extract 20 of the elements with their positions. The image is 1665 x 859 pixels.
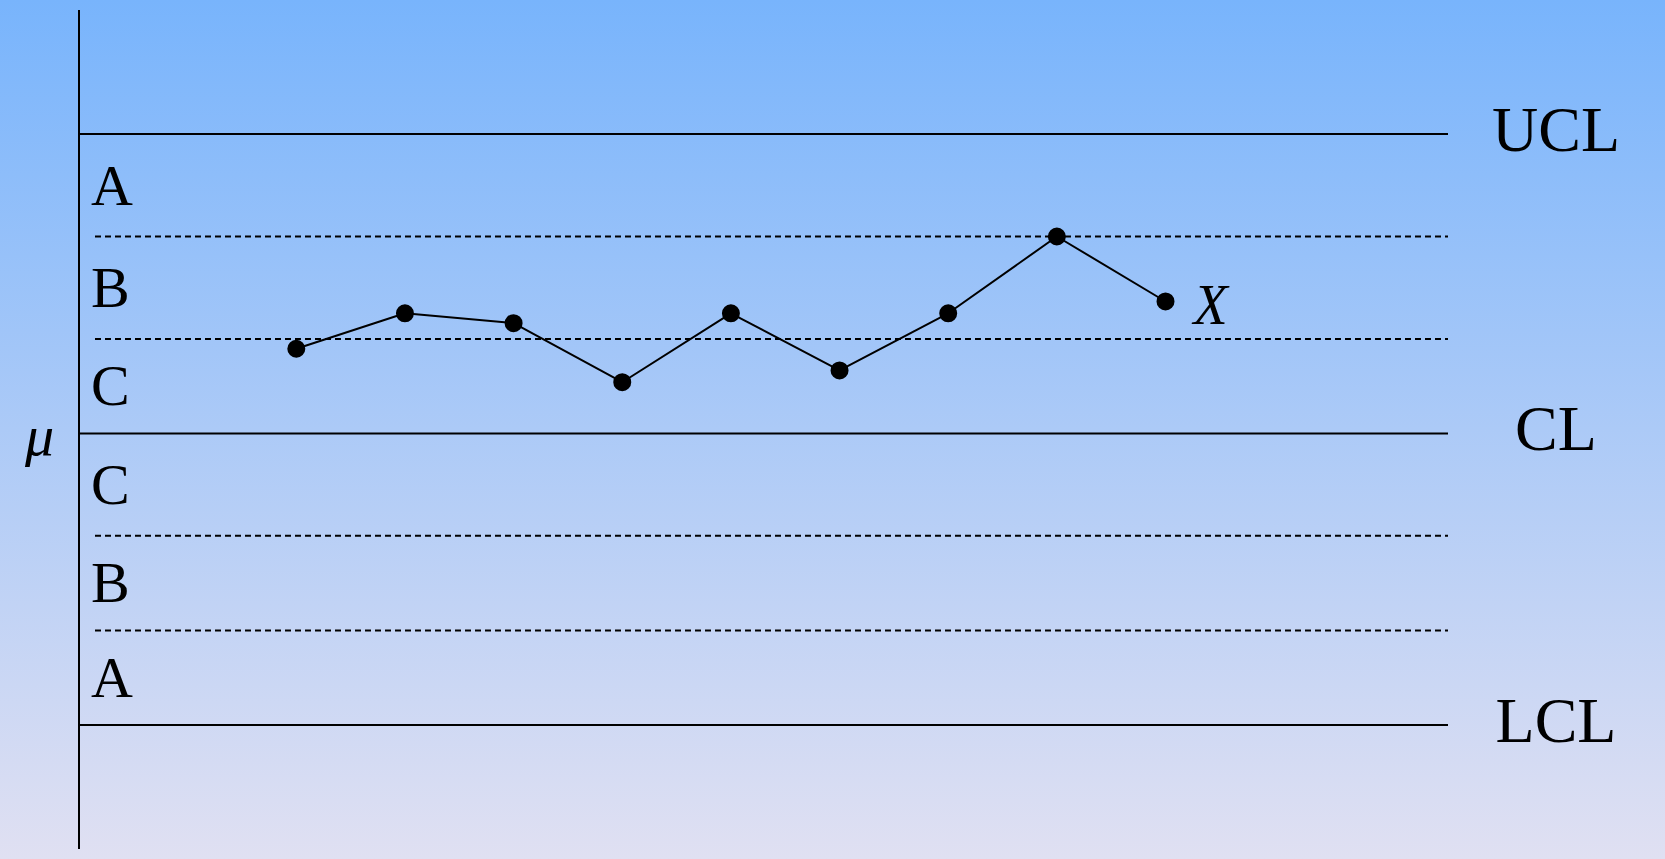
point: [613, 373, 632, 392]
text: A: [91, 152, 133, 218]
text: C: [91, 353, 130, 419]
y-axis-title: μ: [23, 402, 55, 468]
text: B: [91, 254, 130, 320]
point: [1047, 227, 1066, 246]
text: C: [91, 451, 130, 517]
point: [721, 304, 740, 323]
text: A: [91, 644, 133, 710]
ref-line-label: CL: [1515, 393, 1597, 465]
point: [504, 314, 523, 333]
ref-line-label: LCL: [1495, 684, 1617, 756]
point: [939, 304, 958, 323]
point: [395, 304, 414, 323]
point: [830, 361, 849, 380]
point: [287, 339, 306, 358]
series-label: X: [1191, 274, 1231, 337]
text: B: [91, 550, 130, 616]
ref-line-label: UCL: [1492, 93, 1620, 165]
point: [1156, 292, 1175, 311]
